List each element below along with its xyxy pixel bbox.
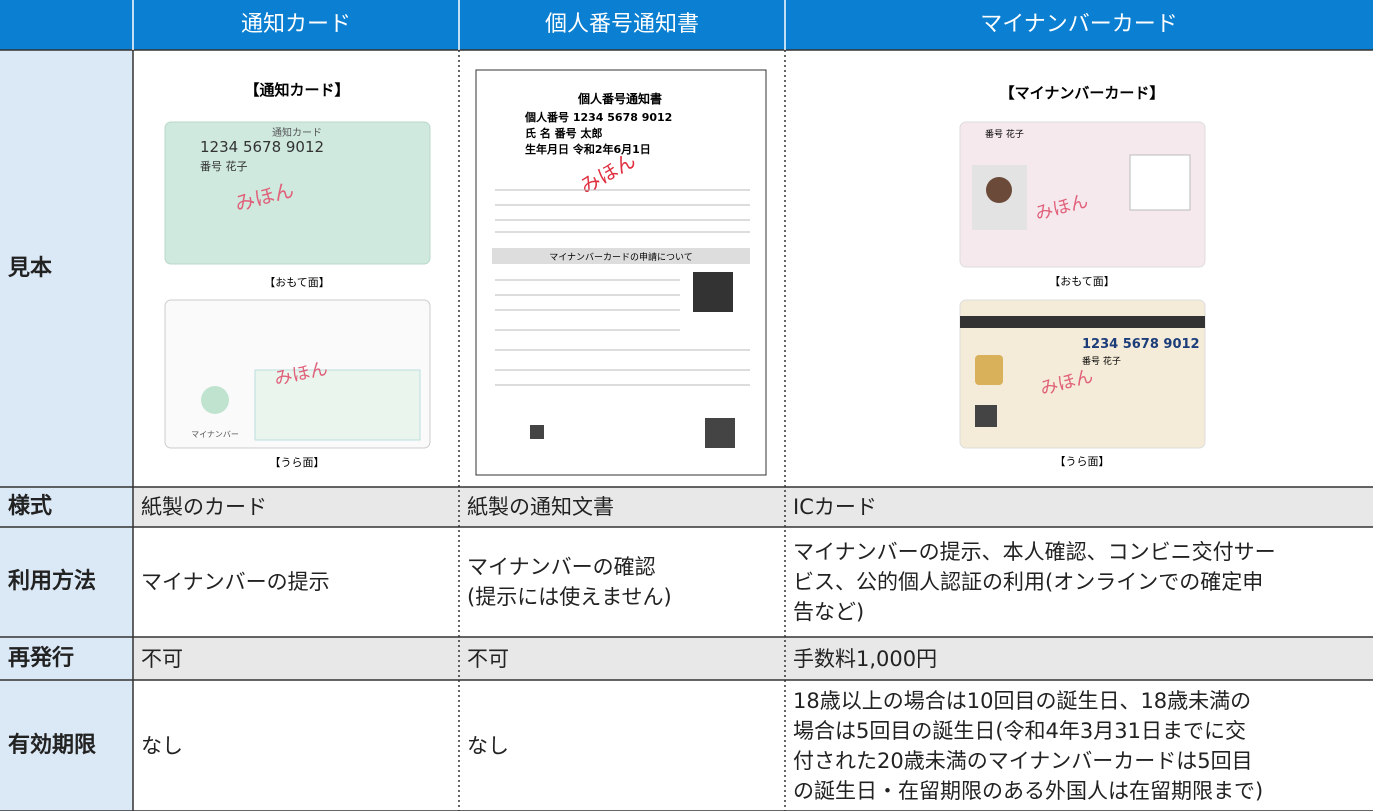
header-cell: 通知カード — [133, 0, 459, 50]
doc-text: 個人番号 1234 5678 9012 — [524, 110, 672, 124]
text: マイナンバーの提示 — [141, 570, 330, 594]
text: マイナンバーの確認 — [467, 555, 656, 579]
ic-chip — [975, 355, 1003, 385]
doc-band — [492, 248, 750, 264]
card-text: 番号 花子 — [200, 160, 248, 173]
text: 18歳以上の場合は10回目の誕生日、18歳未満の — [793, 688, 1252, 713]
text: 再発行 — [8, 645, 75, 671]
card-image — [164, 121, 431, 265]
text: ICカード — [793, 495, 877, 519]
text: 付された20歳未満のマイナンバーカードは5回目 — [793, 748, 1253, 773]
text: 告など) — [793, 600, 865, 624]
text: なし — [141, 733, 183, 758]
doc-text: 個人番号通知書 — [577, 91, 662, 106]
cell: なし — [133, 680, 459, 811]
cell: 不可 — [459, 637, 785, 680]
text: 見本 — [8, 255, 53, 281]
text: マイナンバーの提示、本人確認、コンビニ交付サー — [793, 540, 1276, 564]
caption: 【うら面】 — [1055, 455, 1110, 468]
text: の誕生日・在留期限のある外国人は在留期限まで) — [793, 778, 1264, 803]
sample-title: 【マイナンバーカード】 — [1000, 84, 1165, 102]
row-label: 有効期限 — [0, 680, 133, 811]
text: 場合は5回目の誕生日(令和4年3月31日までに交 — [793, 718, 1246, 743]
text: なし — [467, 733, 509, 758]
cell: マイナンバーの提示 — [133, 527, 459, 637]
text: 通知カード — [240, 12, 351, 37]
row-label: 再発行 — [0, 637, 133, 680]
doc-text: 氏 名 番号 太郎 — [525, 126, 603, 140]
row-label: 利用方法 — [0, 527, 133, 637]
doc-lines — [495, 189, 750, 386]
sample-title: 【通知カード】 — [244, 81, 349, 99]
photo-face — [986, 177, 1012, 203]
mascot — [201, 386, 229, 414]
text: マイナンバーカード — [980, 12, 1178, 37]
qr — [530, 425, 544, 439]
caption: 【おもて面】 — [264, 276, 330, 289]
cell: マイナンバーの確認 (提示には使えません) — [459, 527, 785, 637]
text: 不可 — [141, 646, 183, 671]
text: 有効期限 — [8, 732, 97, 758]
cell: 18歳以上の場合は10回目の誕生日、18歳未満の 場合は5回目の誕生日(令和4年3… — [785, 680, 1373, 811]
cell: 不可 — [133, 637, 459, 680]
cell: ICカード — [785, 487, 1373, 527]
cell: マイナンバーの提示、本人確認、コンビニ交付サー ビス、公的個人認証の利用(オンライ… — [785, 527, 1373, 637]
text: 個人番号通知書 — [544, 12, 699, 37]
card-text: 1234 5678 9012 — [200, 138, 324, 156]
row-label: 様式 — [0, 487, 133, 527]
card-text: 1234 5678 9012 — [1082, 337, 1200, 352]
header-cell: マイナンバーカード — [785, 0, 1373, 50]
cell: 紙製のカード — [133, 487, 459, 527]
card-box — [254, 369, 421, 441]
card-text: 番号 花子 — [985, 128, 1024, 140]
text: 不可 — [467, 646, 509, 671]
header-cell — [0, 0, 133, 50]
card-text: 番号 花子 — [1082, 355, 1121, 367]
cell: 紙製の通知文書 — [459, 487, 785, 527]
qr — [693, 272, 733, 312]
card-stripe — [960, 316, 1205, 328]
text: 紙製の通知文書 — [467, 495, 614, 519]
caption: 【おもて面】 — [1049, 275, 1115, 288]
card-image — [959, 299, 1206, 449]
text: 手数料1,000円 — [793, 646, 938, 671]
doc-text: マイナンバーカードの申請について — [549, 251, 693, 263]
text: (提示には使えません) — [467, 585, 672, 609]
caption: 【うら面】 — [270, 456, 325, 469]
qr — [705, 418, 735, 448]
doc-text: 生年月日 令和2年6月1日 — [525, 142, 651, 156]
cell: 手数料1,000円 — [785, 637, 1373, 680]
row-label: 見本 — [0, 50, 133, 487]
header-cell: 個人番号通知書 — [459, 0, 785, 50]
qr — [975, 405, 997, 427]
text: 紙製のカード — [141, 495, 267, 519]
card-text: 通知カード — [272, 126, 322, 139]
text: ビス、公的個人認証の利用(オンラインでの確定申 — [793, 570, 1264, 594]
card-text: マイナンバー — [191, 430, 239, 439]
card-box — [1129, 154, 1191, 211]
text: 利用方法 — [8, 569, 97, 594]
cell: なし — [459, 680, 785, 811]
text: 様式 — [8, 494, 53, 519]
